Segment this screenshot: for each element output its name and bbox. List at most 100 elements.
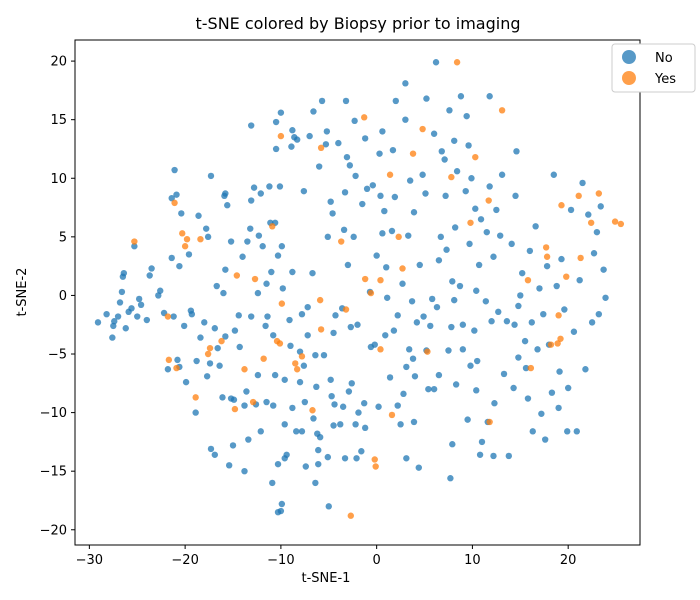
data-point-no-49	[214, 344, 221, 352]
data-point-no-287	[541, 436, 549, 443]
data-point-no-299	[570, 328, 578, 335]
data-point-no-182	[379, 230, 386, 237]
data-point-no-85	[266, 183, 273, 190]
data-point-no-98	[276, 183, 284, 190]
data-point-no-168	[355, 409, 362, 416]
data-point-no-263	[495, 308, 502, 316]
data-point-no-60	[229, 442, 237, 449]
data-point-yes-44	[409, 150, 417, 157]
data-point-no-203	[409, 355, 417, 362]
data-point-no-191	[392, 97, 400, 105]
data-point-no-176	[369, 182, 377, 189]
data-point-no-329	[515, 302, 522, 310]
data-point-no-131	[313, 383, 320, 391]
data-point-no-177	[371, 341, 378, 348]
data-point-no-259	[490, 452, 497, 460]
data-point-yes-28	[316, 296, 324, 304]
data-point-no-4	[111, 318, 118, 325]
data-point-no-76	[254, 289, 262, 297]
data-point-no-144	[328, 392, 335, 400]
data-point-no-255	[483, 228, 490, 236]
data-point-no-120	[300, 187, 308, 195]
data-point-no-204	[410, 418, 418, 426]
data-point-no-193	[394, 312, 401, 319]
data-point-no-245	[468, 175, 475, 182]
data-point-no-220	[435, 371, 443, 379]
data-point-yes-26	[298, 353, 306, 360]
data-point-no-283	[534, 346, 541, 353]
data-point-no-87	[268, 268, 275, 276]
data-point-yes-0	[131, 238, 138, 245]
data-point-no-150	[335, 139, 342, 147]
data-point-no-161	[347, 323, 354, 331]
data-point-yes-14	[233, 272, 241, 279]
data-point-no-320	[465, 142, 472, 149]
data-point-no-99	[277, 109, 285, 116]
data-point-no-272	[512, 192, 519, 200]
data-point-no-229	[448, 323, 455, 331]
data-point-no-241	[463, 112, 470, 120]
data-point-no-297	[564, 384, 572, 392]
data-point-yes-54	[524, 277, 532, 284]
data-point-no-109	[287, 342, 294, 350]
data-point-no-281	[529, 428, 536, 435]
data-point-no-266	[500, 370, 508, 378]
data-point-no-271	[511, 321, 518, 328]
data-point-no-48	[213, 282, 220, 290]
data-point-no-325	[350, 233, 357, 241]
data-point-no-186	[383, 294, 391, 301]
data-point-yes-60	[555, 312, 562, 319]
data-point-no-273	[513, 148, 520, 155]
data-point-no-195	[399, 280, 406, 287]
data-point-no-239	[459, 346, 467, 353]
data-point-no-159	[345, 388, 353, 395]
data-point-no-200	[406, 346, 413, 353]
data-point-no-164	[352, 421, 359, 428]
data-point-no-148	[331, 401, 338, 408]
data-point-no-133	[315, 460, 322, 468]
data-point-no-243	[466, 240, 473, 248]
data-point-no-101	[278, 500, 286, 508]
data-point-yes-42	[395, 233, 402, 241]
data-point-no-84	[264, 313, 271, 320]
data-point-no-79	[257, 190, 264, 197]
data-point-yes-47	[448, 173, 455, 181]
data-point-yes-69	[617, 220, 625, 228]
data-point-no-284	[536, 285, 543, 292]
data-point-no-188	[388, 227, 396, 235]
data-point-no-31	[180, 322, 188, 330]
data-point-yes-35	[367, 289, 375, 297]
data-point-no-29	[176, 262, 183, 270]
data-point-yes-68	[611, 218, 619, 225]
data-point-no-32	[185, 251, 193, 258]
data-point-yes-66	[587, 219, 595, 226]
x-axis: −30 −20 −10 0 10 20	[76, 545, 576, 568]
x-axis-label: t-SNE-1	[302, 571, 351, 586]
data-point-no-235	[452, 381, 460, 388]
data-point-yes-37	[372, 463, 379, 470]
data-point-no-268	[505, 452, 513, 460]
data-point-no-12	[128, 305, 135, 312]
data-point-no-70	[247, 225, 254, 232]
data-point-no-38	[197, 334, 204, 341]
data-point-yes-17	[251, 275, 259, 283]
data-point-no-0	[94, 319, 102, 326]
data-point-no-156	[341, 189, 349, 196]
data-point-no-125	[306, 132, 313, 140]
data-point-no-110	[288, 143, 295, 150]
data-point-no-253	[478, 438, 486, 446]
data-point-no-228	[447, 475, 454, 482]
data-point-no-127	[310, 108, 317, 115]
data-point-no-147	[330, 329, 337, 337]
data-point-no-37	[195, 212, 202, 219]
data-point-no-93	[272, 118, 280, 126]
data-point-no-25	[171, 166, 178, 174]
y-axis-label: t-SNE-2	[15, 268, 30, 317]
y-tick-label-3: −5	[48, 348, 67, 363]
data-point-no-123	[302, 463, 309, 470]
chart-title: t-SNE colored by Biopsy prior to imaging	[196, 14, 521, 33]
data-point-no-102	[278, 243, 286, 250]
data-point-no-244	[467, 362, 474, 369]
data-point-no-237	[456, 282, 464, 290]
data-point-no-108	[286, 316, 293, 324]
